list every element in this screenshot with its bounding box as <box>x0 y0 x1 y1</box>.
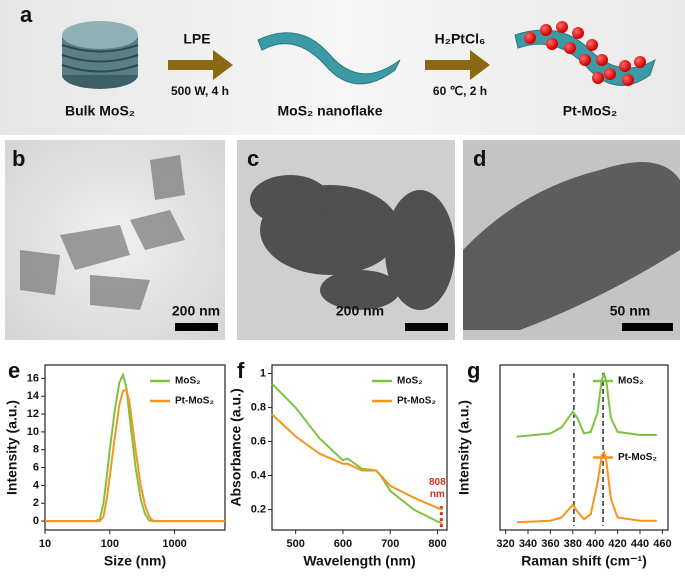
scale-bar-label: 200 nm <box>336 303 384 319</box>
y-tick-label: 10 <box>27 426 39 438</box>
panel-label: d <box>473 146 486 171</box>
x-tick-label: 440 <box>631 538 649 550</box>
x-tick-label: 340 <box>519 538 537 550</box>
series-line <box>271 413 443 511</box>
y-tick-label: 0.6 <box>251 435 266 447</box>
panel-label: a <box>20 2 33 27</box>
legend-label: MoS₂ <box>618 376 644 387</box>
y-tick-label: 0 <box>33 515 39 527</box>
scheme: a Bulk MoS₂ LPE 500 W, 4 h MoS₂ nanoflak… <box>0 0 685 135</box>
legend-label: MoS₂ <box>175 376 201 387</box>
x-tick-label: 100 <box>101 538 119 550</box>
y-tick-label: 6 <box>33 461 39 473</box>
x-tick-label: 800 <box>428 538 446 550</box>
plot-frame <box>499 364 669 531</box>
nanoflake <box>257 32 401 85</box>
legend-label: Pt-MoS₂ <box>397 396 436 407</box>
legend-label: Pt-MoS₂ <box>618 452 657 463</box>
arrow <box>425 50 490 80</box>
condition: 500 W, 4 h <box>171 84 229 98</box>
y-tick-label: 4 <box>33 479 40 491</box>
plot-frame <box>271 364 448 531</box>
y-tick-label: 0.4 <box>251 469 267 481</box>
legend-label: Pt-MoS₂ <box>175 396 214 407</box>
x-tick-label: 400 <box>586 538 604 550</box>
panel-label: g <box>467 358 480 383</box>
x-tick-label: 1000 <box>162 538 186 550</box>
y-tick-label: 12 <box>27 408 39 420</box>
scheme-label: Pt-MoS₂ <box>563 103 617 119</box>
arrow <box>168 50 233 80</box>
x-axis-label: Wavelength (nm) <box>303 553 415 569</box>
series-line <box>45 388 225 523</box>
y-tick-label: 16 <box>27 372 39 384</box>
micrograph: d 50 nm <box>463 140 680 340</box>
y-tick-label: 14 <box>27 390 40 402</box>
scheme-label: MoS₂ nanoflake <box>277 103 382 119</box>
scale-bar-label: 200 nm <box>172 303 220 319</box>
y-tick-label: 2 <box>33 497 39 509</box>
x-tick-label: 10 <box>39 538 51 550</box>
x-tick-label: 700 <box>381 538 399 550</box>
panel-label: e <box>8 358 20 383</box>
y-tick-label: 0.2 <box>251 503 266 515</box>
plot-frame <box>44 364 226 531</box>
charts: e 10 100 1000 0 2 4 6 8 10 12 14 16 Size (nm) Intensit… <box>4 358 672 569</box>
scheme-label: Bulk MoS₂ <box>65 103 135 119</box>
micrograph: b 200 nm <box>5 140 225 340</box>
y-axis-label: Intensity (a.u.) <box>4 400 20 495</box>
annotation: 808 <box>429 477 446 488</box>
y-tick-label: 1 <box>260 367 266 379</box>
scale-bar-label: 50 nm <box>610 303 650 319</box>
x-axis-label: Raman shift (cm⁻¹) <box>521 553 647 569</box>
y-axis-label: Intensity (a.u.) <box>456 400 472 495</box>
panel-label: c <box>247 146 259 171</box>
series-line <box>516 371 657 438</box>
x-tick-label: 360 <box>541 538 559 550</box>
annotation: nm <box>430 489 445 500</box>
y-axis-label: Absorbance (a.u.) <box>228 388 244 506</box>
y-tick-label: 0.8 <box>251 401 266 413</box>
micrograph: c 200 nm <box>237 140 455 340</box>
condition: 60 ℃, 2 h <box>433 84 487 98</box>
condition: H₂PtCl₆ <box>435 31 486 47</box>
bulk-stack <box>61 21 139 89</box>
x-tick-label: 500 <box>286 538 304 550</box>
series-line <box>516 449 657 524</box>
panel-label: b <box>12 146 25 171</box>
pt-particles <box>524 21 646 86</box>
condition: LPE <box>183 31 210 47</box>
panel-label: f <box>237 358 245 383</box>
x-tick-label: 380 <box>564 538 582 550</box>
x-tick-label: 420 <box>608 538 626 550</box>
x-axis-label: Size (nm) <box>104 553 166 569</box>
y-tick-label: 8 <box>33 444 39 456</box>
x-tick-label: 600 <box>334 538 352 550</box>
x-tick-label: 460 <box>653 538 671 550</box>
legend-label: MoS₂ <box>397 376 423 387</box>
x-tick-label: 320 <box>496 538 514 550</box>
